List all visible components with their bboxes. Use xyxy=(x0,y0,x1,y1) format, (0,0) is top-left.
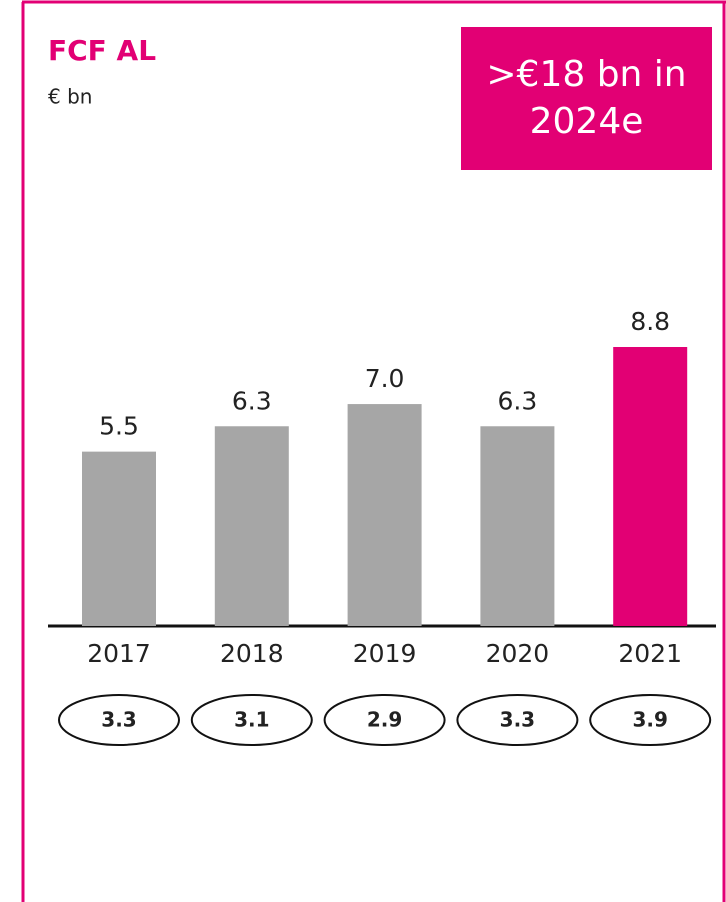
value-label: 5.5 xyxy=(99,412,139,441)
footer-oval xyxy=(190,694,313,746)
bar xyxy=(82,451,156,626)
footer-oval xyxy=(589,694,712,746)
bar xyxy=(214,426,289,626)
x-tick-label: 2017 xyxy=(87,639,151,668)
footer-value: 3.3 xyxy=(101,708,136,732)
x-tick-label: 2020 xyxy=(486,639,550,668)
bar xyxy=(613,347,688,626)
value-label: 7.0 xyxy=(365,364,405,393)
footer-value: 3.9 xyxy=(632,708,667,732)
value-label: 6.3 xyxy=(232,386,272,415)
x-tick-label: 2018 xyxy=(220,639,284,668)
bar xyxy=(347,404,422,626)
value-label: 6.3 xyxy=(498,386,538,415)
footer-value: 3.1 xyxy=(234,708,269,732)
footer-value: 3.3 xyxy=(500,708,535,732)
footer-oval xyxy=(58,694,180,746)
value-label: 8.8 xyxy=(630,307,670,336)
footer-oval xyxy=(456,694,579,746)
footer-oval xyxy=(323,694,446,746)
chart-title: FCF AL xyxy=(48,34,156,67)
annotation-box: >€18 bn in 2024e xyxy=(461,27,712,170)
x-tick-label: 2021 xyxy=(618,639,682,668)
x-tick-label: 2019 xyxy=(353,639,417,668)
bar xyxy=(480,426,555,626)
footer-value: 2.9 xyxy=(367,708,402,732)
chart-subtitle: € bn xyxy=(48,85,92,109)
